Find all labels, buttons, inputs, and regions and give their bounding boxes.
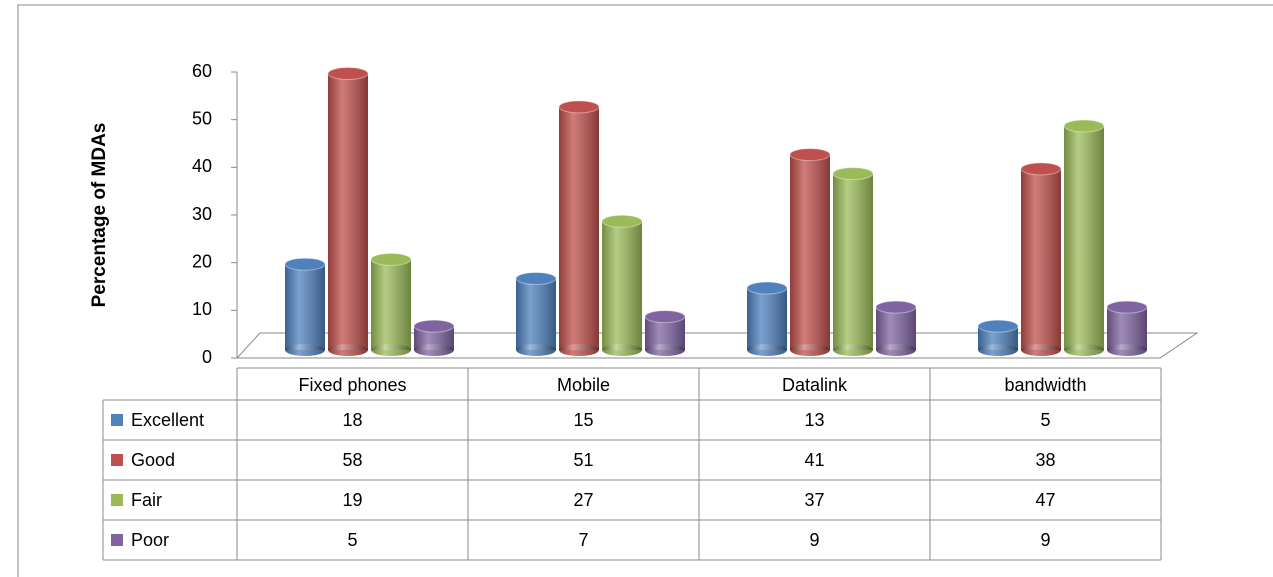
- table-cell: 41: [804, 450, 824, 470]
- chart-border: [17, 4, 1273, 577]
- bar-top: [515, 272, 557, 285]
- bar-bottom-shade: [371, 344, 411, 356]
- bar-shade: [1064, 125, 1104, 350]
- bar-bottom-shade: [747, 344, 787, 356]
- bar-bottom-shade: [833, 344, 873, 356]
- table-header: Fixed phones: [298, 375, 406, 395]
- bar-shade: [371, 259, 411, 350]
- bar-top: [601, 214, 643, 228]
- bar-shade: [602, 221, 642, 350]
- legend-swatch: [111, 494, 123, 506]
- bar-top: [1063, 119, 1105, 133]
- bar-top: [832, 167, 874, 181]
- bar-top: [746, 281, 788, 295]
- bar-top: [558, 100, 600, 114]
- bar-shade: [414, 326, 454, 350]
- bar-shade: [285, 264, 325, 350]
- bar-bottom-shade: [1064, 344, 1104, 356]
- legend-label: Excellent: [131, 410, 204, 430]
- bar-top: [284, 257, 326, 271]
- table-cell: 51: [573, 450, 593, 470]
- bar-shade: [328, 73, 368, 351]
- bar-bottom-shade: [645, 344, 685, 356]
- table-cell: 47: [1035, 490, 1055, 510]
- bar-shade: [1107, 307, 1147, 350]
- bar-top: [977, 319, 1019, 333]
- bar-bottom-shade: [414, 344, 454, 356]
- bar-top: [413, 319, 455, 333]
- bar-bottom-shade: [516, 344, 556, 356]
- bar-top: [1106, 300, 1148, 314]
- bar-shade: [790, 154, 830, 350]
- table-cell: 5: [1040, 410, 1050, 430]
- bar-shade: [1021, 168, 1061, 350]
- bar-bottom-shade: [559, 344, 599, 356]
- bar-top: [789, 148, 831, 162]
- bar-bottom-shade: [602, 344, 642, 356]
- table-header: Mobile: [557, 375, 610, 395]
- legend-swatch: [111, 414, 123, 426]
- bar-bottom-shade: [285, 344, 325, 356]
- table-cell: 9: [809, 530, 819, 550]
- bar-top: [644, 310, 686, 324]
- table-cell: 38: [1035, 450, 1055, 470]
- floor: [235, 332, 1199, 359]
- legend-swatch: [111, 534, 123, 546]
- bar-top: [875, 300, 917, 314]
- table-cell: 27: [573, 490, 593, 510]
- table-cell: 9: [1040, 530, 1050, 550]
- bar-bottom-shade: [1107, 344, 1147, 356]
- bar-shade: [516, 278, 556, 350]
- table-cell: 18: [342, 410, 362, 430]
- y-tick-label: 0: [202, 347, 212, 367]
- bar-shade: [747, 288, 787, 350]
- table-cell: 7: [578, 530, 588, 550]
- bar-shade: [559, 106, 599, 351]
- table-cell: 5: [347, 530, 357, 550]
- y-tick-label: 30: [192, 204, 212, 224]
- table-header: Datalink: [782, 375, 848, 395]
- table-cell: 58: [342, 450, 362, 470]
- bar-shade: [876, 307, 916, 350]
- bar-top: [327, 67, 369, 81]
- table-cell: 15: [573, 410, 593, 430]
- table-cell: 19: [342, 490, 362, 510]
- bar-shade: [833, 173, 873, 350]
- bar-bottom-shade: [790, 344, 830, 356]
- y-axis-label: Percentage of MDAs: [89, 123, 110, 308]
- bar-bottom-shade: [876, 344, 916, 356]
- bar-top: [1020, 162, 1062, 176]
- legend-swatch: [111, 454, 123, 466]
- y-tick-label: 60: [192, 61, 212, 81]
- table-cell: 37: [804, 490, 824, 510]
- bar-shade: [978, 326, 1018, 350]
- y-tick-label: 20: [192, 251, 212, 271]
- legend-label: Good: [131, 450, 175, 470]
- y-tick-label: 50: [192, 108, 212, 128]
- table-cell: 13: [804, 410, 824, 430]
- legend-label: Poor: [131, 530, 169, 550]
- y-tick-label: 10: [192, 299, 212, 319]
- bar-bottom-shade: [978, 344, 1018, 356]
- bar-top: [370, 252, 412, 266]
- table-header: bandwidth: [1004, 375, 1086, 395]
- y-tick-label: 40: [192, 156, 212, 176]
- bar-bottom-shade: [328, 344, 368, 356]
- bar-bottom-shade: [1021, 344, 1061, 356]
- legend-label: Fair: [131, 490, 162, 510]
